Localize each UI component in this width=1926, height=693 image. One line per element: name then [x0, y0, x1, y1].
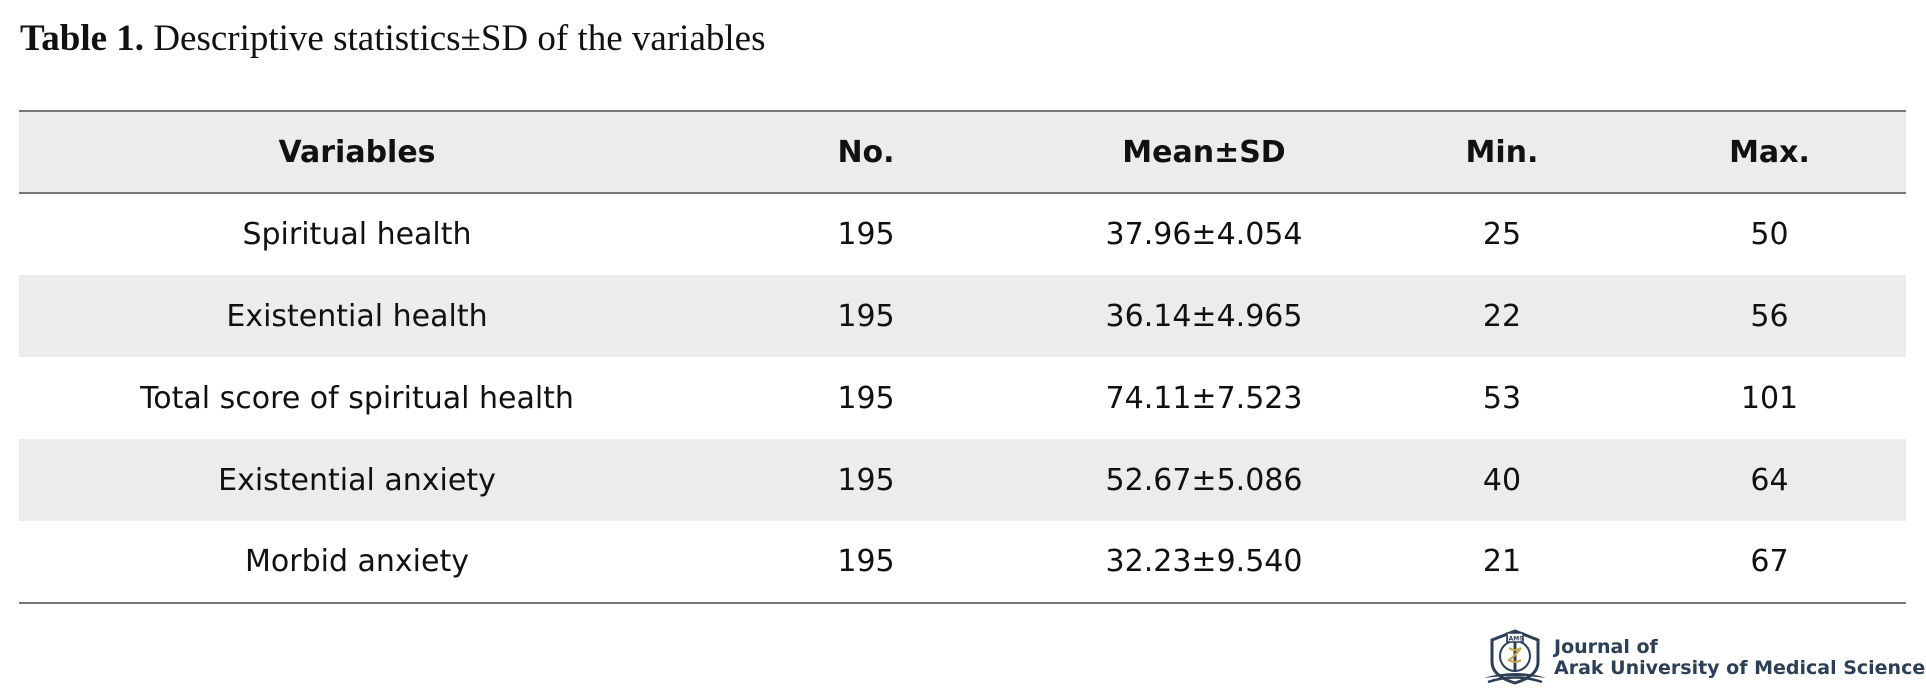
- statistics-table-container: Variables No. Mean±SD Min. Max. Spiritua…: [19, 110, 1906, 604]
- cell-number: 195: [837, 298, 895, 334]
- cell-mean-sd: 52.67±5.086: [1105, 462, 1303, 498]
- cell-max: 101: [1740, 380, 1799, 416]
- cell-variable: Morbid anxiety: [245, 544, 469, 579]
- table-row: Morbid anxiety 195 32.23±9.540 21 67: [19, 521, 1906, 603]
- table-row: Spiritual health 195 37.96±4.054 25 50: [19, 193, 1906, 275]
- cell-variable: Existential anxiety: [218, 462, 496, 498]
- cell-mean-sd: 32.23±9.540: [1105, 544, 1303, 579]
- emblem-text: JAMS: [1505, 636, 1523, 643]
- cell-min: 53: [1482, 380, 1522, 416]
- table-header-row: Variables No. Mean±SD Min. Max.: [19, 111, 1906, 193]
- cell-number: 195: [837, 380, 895, 416]
- cell-max: 56: [1750, 298, 1789, 334]
- header-max: Max.: [1729, 134, 1810, 170]
- cell-min: 40: [1482, 462, 1522, 498]
- table-caption-label: Table 1.: [20, 18, 145, 59]
- logo-line-2: Arak University of Medical Sciences: [1554, 657, 1926, 679]
- table-caption-text: Descriptive statistics±SD of the variabl…: [153, 18, 766, 59]
- cell-mean-sd: 36.14±4.965: [1105, 298, 1303, 334]
- journal-logo: JAMS Journal of Arak University of Medic…: [1480, 628, 1926, 686]
- journal-logo-text: Journal of Arak University of Medical Sc…: [1554, 637, 1926, 679]
- cell-max: 64: [1750, 462, 1789, 498]
- cell-variable: Spiritual health: [242, 217, 472, 252]
- journal-emblem-icon: JAMS: [1484, 629, 1546, 685]
- logo-line-1: Journal of: [1554, 636, 1658, 658]
- cell-min: 21: [1482, 544, 1522, 579]
- cell-mean-sd: 74.11±7.523: [1105, 380, 1303, 416]
- cell-variable: Total score of spiritual health: [140, 380, 574, 416]
- header-number: No.: [837, 134, 895, 170]
- cell-number: 195: [837, 217, 895, 252]
- cell-min: 25: [1482, 217, 1522, 252]
- table-caption: Table 1. Descriptive statistics±SD of th…: [20, 14, 765, 64]
- descriptive-statistics-table: Variables No. Mean±SD Min. Max. Spiritua…: [19, 110, 1906, 604]
- header-min: Min.: [1465, 134, 1539, 170]
- cell-variable: Existential health: [226, 298, 488, 334]
- cell-number: 195: [837, 544, 895, 579]
- cell-max: 67: [1750, 544, 1789, 579]
- table-row: Total score of spiritual health 195 74.1…: [19, 357, 1906, 439]
- cell-min: 22: [1482, 298, 1522, 334]
- cell-mean-sd: 37.96±4.054: [1105, 217, 1303, 252]
- cell-max: 50: [1750, 217, 1789, 252]
- table-row: Existential anxiety 195 52.67±5.086 40 6…: [19, 439, 1906, 521]
- header-mean-sd: Mean±SD: [1122, 134, 1286, 170]
- table-row: Existential health 195 36.14±4.965 22 56: [19, 275, 1906, 357]
- cell-number: 195: [837, 462, 895, 498]
- header-variables: Variables: [278, 134, 436, 170]
